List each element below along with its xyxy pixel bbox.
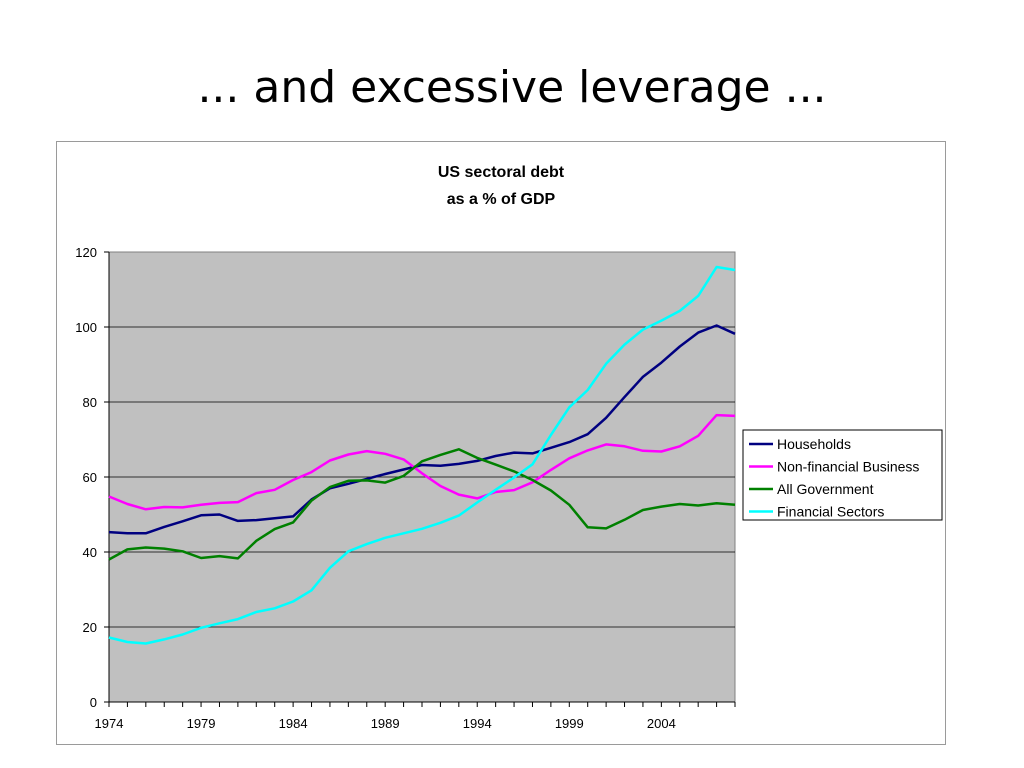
y-tick-label: 100 — [75, 320, 97, 335]
slide-title: ... and excessive leverage ... — [197, 62, 827, 113]
series-line-financial-sectors — [108, 265, 736, 645]
x-tick-label: 1984 — [279, 716, 308, 731]
series-line-non-financial-business — [108, 413, 736, 511]
chart-subtitle: as a % of GDP — [447, 191, 556, 208]
y-tick-label: 60 — [83, 470, 97, 485]
x-tick-label: 1979 — [187, 716, 216, 731]
y-tick-label: 20 — [83, 620, 97, 635]
legend-label-all-government: All Government — [777, 481, 874, 497]
series-line-all-government — [108, 448, 736, 561]
legend-label-households: Households — [777, 436, 851, 452]
x-tick-label: 1999 — [555, 716, 584, 731]
y-tick-label: 0 — [90, 695, 97, 710]
legend-label-non-financial-business: Non-financial Business — [777, 459, 919, 475]
x-tick-label: 1974 — [95, 716, 124, 731]
legend-label-financial-sectors: Financial Sectors — [777, 504, 884, 520]
legend-box — [742, 429, 943, 521]
series-line-households — [108, 324, 736, 535]
chart-frame: US sectoral debt as a % of GDP 0 20 40 60 80… — [56, 141, 946, 745]
line-chart: US sectoral debt as a % of GDP 0 20 40 60 80… — [75, 164, 943, 731]
y-tick-label: 80 — [83, 395, 97, 410]
y-tick-label: 40 — [83, 545, 97, 560]
x-tick-label: 1989 — [371, 716, 400, 731]
chart-title: US sectoral debt — [438, 164, 565, 181]
x-tick-label: 1994 — [463, 716, 492, 731]
x-tick-label: 2004 — [647, 716, 676, 731]
y-tick-label: 120 — [75, 245, 97, 260]
